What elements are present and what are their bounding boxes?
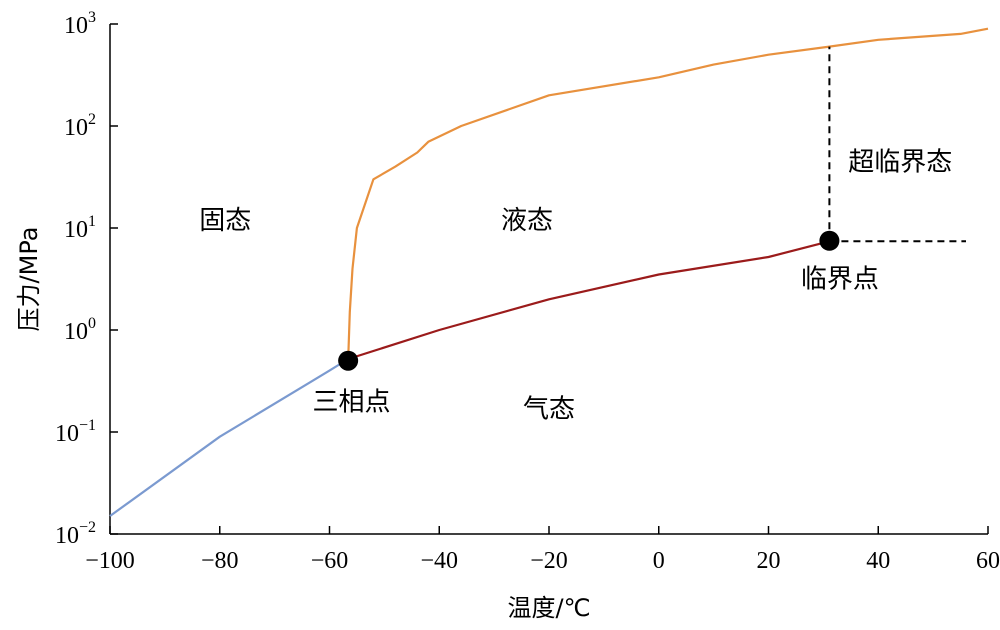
y-tick-label: 10−1 xyxy=(55,417,96,447)
y-axis-title: 压力/MPa xyxy=(15,227,43,332)
x-tick-label: −100 xyxy=(85,548,135,574)
x-tick-label: 40 xyxy=(866,548,890,574)
triple-point-marker xyxy=(338,350,359,371)
y-axis-ticks: 10−2 10−1 100 101 102 103 xyxy=(55,9,118,549)
supercritical-boundaries xyxy=(828,46,966,243)
critical-point-marker xyxy=(819,230,840,251)
y-tick-label: 10−2 xyxy=(55,519,96,549)
x-tick-label: −60 xyxy=(311,548,349,574)
gas-region-label: 气态 xyxy=(523,394,575,424)
x-axis-title: 温度/℃ xyxy=(507,594,590,622)
liquid-region-label: 液态 xyxy=(501,206,553,236)
vaporization-curve xyxy=(347,240,830,361)
x-tick-label: 60 xyxy=(976,548,1000,574)
x-tick-label: −40 xyxy=(420,548,458,574)
x-tick-label: −20 xyxy=(530,548,568,574)
x-tick-label: 0 xyxy=(653,548,665,574)
phase-curves xyxy=(109,27,989,517)
y-tick-label: 100 xyxy=(64,315,96,345)
solid-region-label: 固态 xyxy=(199,206,251,236)
triple-point-label: 三相点 xyxy=(312,387,390,417)
x-tick-label: 20 xyxy=(757,548,781,574)
y-tick-label: 101 xyxy=(64,213,96,243)
y-tick-label: 102 xyxy=(64,111,96,141)
y-tick-label: 103 xyxy=(64,9,96,39)
sublimation-curve xyxy=(109,358,349,517)
critical-point-label: 临界点 xyxy=(801,264,879,294)
x-axis-ticks: −100 −80 −60 −40 −20 0 20 40 60 xyxy=(85,526,1000,574)
point-markers xyxy=(338,230,840,371)
supercritical-region-label: 超临界态 xyxy=(848,147,952,177)
melting-curve xyxy=(347,27,989,360)
x-tick-label: −80 xyxy=(201,548,239,574)
